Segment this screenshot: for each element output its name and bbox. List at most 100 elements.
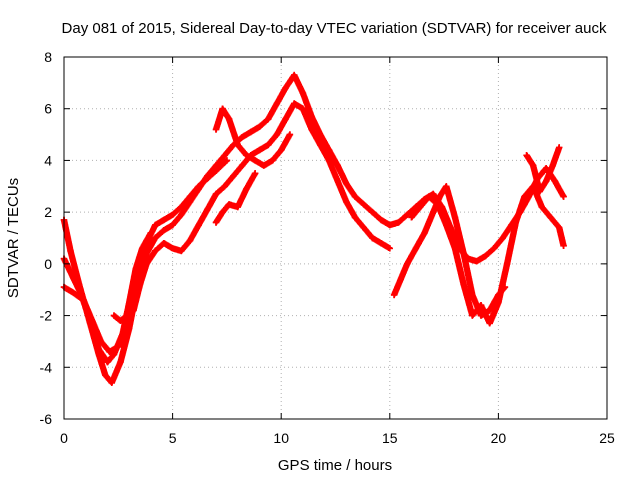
- data-point: [299, 105, 307, 112]
- data-point: [360, 201, 367, 208]
- data-point: [247, 128, 254, 136]
- y-tick-label: 4: [44, 152, 52, 168]
- data-point: [486, 307, 493, 314]
- data-point: [499, 234, 506, 242]
- data-point: [469, 291, 476, 299]
- y-tick-label: -4: [40, 359, 53, 375]
- data-point: [195, 185, 202, 193]
- data-point: [225, 115, 233, 123]
- data-point: [408, 214, 415, 221]
- data-point: [503, 260, 511, 268]
- data-point: [221, 183, 228, 190]
- data-point: [495, 299, 502, 306]
- data-point: [386, 221, 393, 229]
- data-point: [273, 100, 281, 107]
- data-point: [477, 302, 485, 309]
- data-point: [560, 193, 567, 200]
- x-tick-label: 15: [382, 430, 398, 446]
- data-point: [80, 296, 87, 304]
- data-point: [69, 289, 76, 296]
- data-point: [351, 193, 359, 200]
- series-track-5: [212, 105, 294, 169]
- data-point: [425, 193, 433, 200]
- y-tick-label: 8: [44, 49, 52, 65]
- data-point: [132, 265, 139, 273]
- data-point: [434, 201, 441, 208]
- data-point: [521, 193, 528, 200]
- data-point: [536, 188, 543, 195]
- data-point: [549, 162, 556, 169]
- y-tick-label: -2: [40, 308, 53, 324]
- plot-frame: [63, 56, 608, 420]
- data-point: [219, 208, 226, 216]
- x-tick-label: 25: [599, 430, 615, 446]
- data-point: [106, 348, 113, 355]
- data-point: [186, 237, 194, 244]
- y-tick-label: 0: [44, 256, 52, 272]
- data-point: [212, 219, 220, 226]
- data-point: [123, 312, 131, 319]
- data-point: [256, 123, 263, 131]
- data-point: [223, 157, 231, 164]
- data-point: [221, 152, 228, 159]
- data-point: [230, 172, 237, 180]
- data-point: [186, 198, 194, 205]
- x-tick-label: 5: [169, 430, 177, 446]
- data-point: [538, 203, 546, 211]
- data-point: [69, 273, 76, 280]
- data-point: [108, 379, 115, 386]
- data-point: [317, 141, 324, 149]
- data-point: [390, 291, 398, 299]
- data-point: [169, 245, 176, 252]
- data-point: [360, 224, 367, 231]
- series-track-9: [523, 144, 563, 195]
- data-point: [104, 358, 111, 366]
- x-tick-label: 20: [491, 430, 507, 446]
- data-point: [451, 214, 459, 221]
- data-point: [152, 247, 159, 255]
- data-point: [160, 216, 168, 224]
- data-point: [430, 190, 437, 198]
- data-point: [482, 252, 489, 260]
- data-point: [95, 345, 102, 353]
- data-point: [160, 239, 168, 247]
- data-point: [178, 211, 185, 218]
- data-point: [397, 276, 404, 283]
- data-point: [460, 281, 467, 288]
- data-point: [343, 180, 350, 187]
- data-point: [460, 250, 467, 257]
- data-layer: [60, 71, 567, 386]
- data-point: [291, 100, 298, 107]
- data-point: [195, 221, 202, 229]
- data-point: [421, 229, 428, 237]
- data-point: [121, 327, 129, 335]
- data-point: [160, 227, 168, 234]
- data-point: [325, 146, 333, 154]
- data-point: [282, 84, 289, 92]
- data-point: [529, 162, 537, 169]
- data-point: [334, 162, 341, 169]
- data-point: [291, 71, 298, 79]
- series-track-6: [212, 170, 259, 226]
- data-point: [152, 234, 159, 242]
- data-point: [256, 146, 263, 154]
- data-point: [403, 260, 411, 268]
- x-tick-label: 0: [60, 430, 68, 446]
- data-point: [238, 162, 246, 169]
- data-point: [264, 141, 272, 149]
- data-point: [260, 162, 268, 169]
- data-point: [204, 206, 211, 213]
- x-axis-label: GPS time / hours: [278, 457, 392, 474]
- data-point: [225, 201, 233, 208]
- data-point: [278, 146, 285, 154]
- y-tick-label: 2: [44, 204, 52, 220]
- data-point: [547, 214, 554, 221]
- data-point: [560, 242, 567, 249]
- data-point: [152, 221, 159, 229]
- data-point: [243, 152, 250, 159]
- data-point: [443, 221, 450, 229]
- data-point: [251, 157, 259, 164]
- data-point: [212, 162, 220, 169]
- data-point: [299, 90, 307, 97]
